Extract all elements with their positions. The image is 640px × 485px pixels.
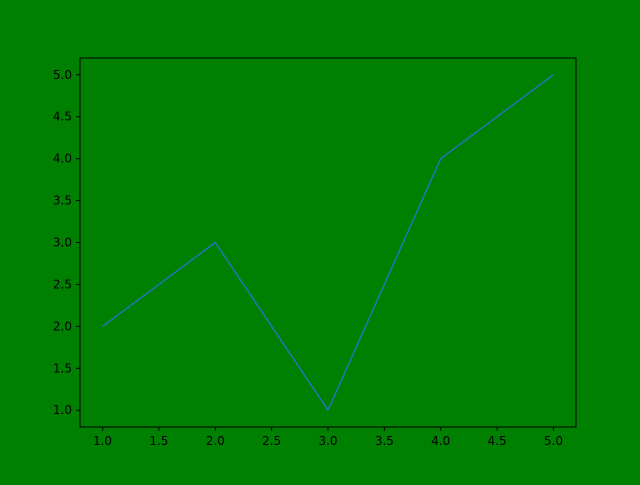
- series-group: [102, 74, 554, 411]
- y-tick-label: 3.0: [53, 236, 72, 250]
- x-tick-label: 2.5: [262, 434, 281, 448]
- y-tick-label: 1.5: [53, 361, 72, 375]
- x-tick-label: 3.5: [375, 434, 394, 448]
- x-tick-label: 4.5: [488, 434, 507, 448]
- y-tick-label: 5.0: [53, 68, 72, 82]
- y-tick-label: 2.5: [53, 277, 72, 291]
- y-tick-label: 3.5: [53, 194, 72, 208]
- x-tick-label: 4.0: [431, 434, 450, 448]
- y-tick-label: 1.0: [53, 403, 72, 417]
- x-tick-label: 5.0: [544, 434, 563, 448]
- x-tick-label: 2.0: [206, 434, 225, 448]
- x-tick-label: 1.0: [93, 434, 112, 448]
- axes-frame: [79, 57, 577, 428]
- y-tick-label: 4.0: [53, 152, 72, 166]
- y-axis-ticks: 1.0 1.5 2.0 2.5 3.0 3.5 4.0 4.5 5.0: [53, 68, 80, 417]
- y-tick-label: 2.0: [53, 319, 72, 333]
- x-tick-label: 3.0: [318, 434, 337, 448]
- y-tick-label: 4.5: [53, 110, 72, 124]
- x-axis-ticks: 1.0 1.5 2.0 2.5 3.0 3.5 4.0 4.5 5.0: [93, 427, 563, 448]
- series-line: [102, 74, 554, 411]
- x-tick-label: 1.5: [149, 434, 168, 448]
